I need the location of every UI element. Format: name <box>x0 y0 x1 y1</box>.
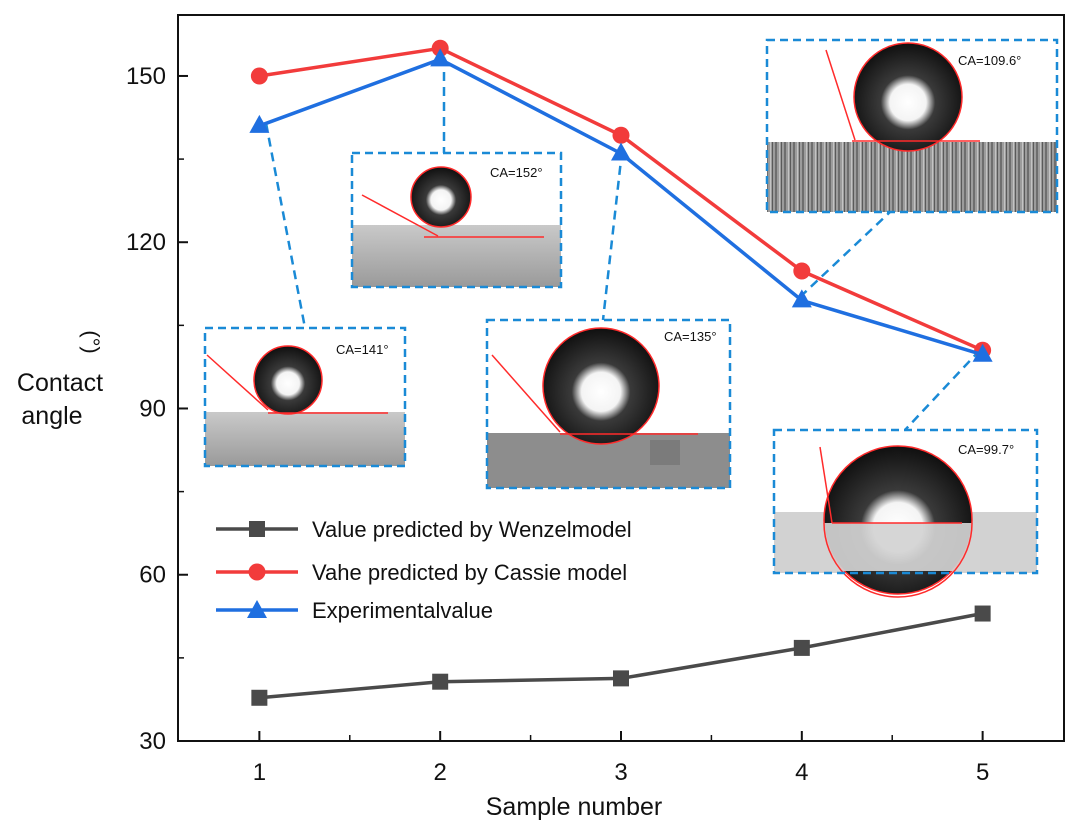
x-tick-label-1: 2 <box>434 759 447 786</box>
x-tick-label-4: 5 <box>976 759 989 786</box>
legend-item-wenzel: Value predicted by Wenzelmodel <box>216 517 632 542</box>
legend-item-experimental: Experimentalvalue <box>216 598 493 623</box>
point-cassie-1 <box>250 67 268 85</box>
inset-connectors <box>264 57 981 431</box>
y-tick-label-3: 120 <box>126 229 166 256</box>
legend-marker-wenzel <box>249 521 265 537</box>
y-axis-unit: (°) <box>79 330 104 353</box>
legend-label-experimental: Experimentalvalue <box>312 598 493 623</box>
point-experimental-4 <box>791 289 812 308</box>
legend-marker-cassie <box>248 563 266 581</box>
point-wenzel-3 <box>613 670 629 687</box>
y-tick-label-1: 60 <box>139 562 166 589</box>
x-tick-label-3: 4 <box>795 759 808 786</box>
inset-sample-5: CA=99.7° <box>772 428 1039 598</box>
inset-label-5: CA=99.7° <box>958 442 1014 457</box>
legend-item-cassie: Vahe predicted by Cassie model <box>216 560 627 585</box>
inset-sample-2: CA=152° <box>350 151 563 289</box>
inset-label-1: CA=141° <box>336 342 389 357</box>
connector-5 <box>904 349 981 431</box>
x-tick-label-2: 3 <box>614 759 627 786</box>
connector-1 <box>264 122 307 329</box>
legend-marker-experimental <box>247 600 267 618</box>
point-cassie-4 <box>793 262 811 280</box>
x-axis-ticks: 1 2 3 4 5 <box>253 731 989 786</box>
x-axis-title: Sample number <box>486 793 662 821</box>
point-cassie-2 <box>431 39 449 57</box>
inset-sample-1: CA=141° <box>203 326 407 468</box>
series-layer <box>249 39 993 706</box>
y-tick-label-0: 30 <box>139 728 166 755</box>
point-wenzel-2 <box>432 673 449 690</box>
y-axis-ticks: 30 60 90 120 150 <box>126 63 188 755</box>
y-axis-title-line2: angle <box>21 402 82 430</box>
point-wenzel-1 <box>251 689 268 706</box>
y-axis-title-line1: Contact <box>17 369 103 397</box>
connector-3 <box>601 150 624 321</box>
legend-label-wenzel: Value predicted by Wenzelmodel <box>312 517 632 542</box>
inset-images: CA=141° CA=152° CA=135° <box>203 38 1059 598</box>
inset-sample-4: CA=109.6° <box>765 38 1059 214</box>
inset-label-2: CA=152° <box>490 165 543 180</box>
inset-label-3: CA=135° <box>664 329 717 344</box>
point-experimental-3 <box>611 142 631 161</box>
inset-sample-3: CA=135° <box>485 318 732 490</box>
legend: Value predicted by Wenzelmodel Vahe pred… <box>216 517 632 623</box>
x-tick-label-0: 1 <box>253 759 266 786</box>
point-wenzel-4 <box>793 639 810 656</box>
legend-label-cassie: Vahe predicted by Cassie model <box>312 560 627 585</box>
y-tick-label-2: 90 <box>139 395 166 422</box>
point-experimental-5 <box>972 343 993 362</box>
point-wenzel-5 <box>974 605 991 622</box>
inset-label-4: CA=109.6° <box>958 53 1021 68</box>
point-experimental-1 <box>249 114 270 133</box>
connector-4 <box>799 211 891 298</box>
point-experimental-2 <box>430 48 451 67</box>
y-tick-label-4: 150 <box>126 63 166 90</box>
point-cassie-3 <box>612 126 630 144</box>
